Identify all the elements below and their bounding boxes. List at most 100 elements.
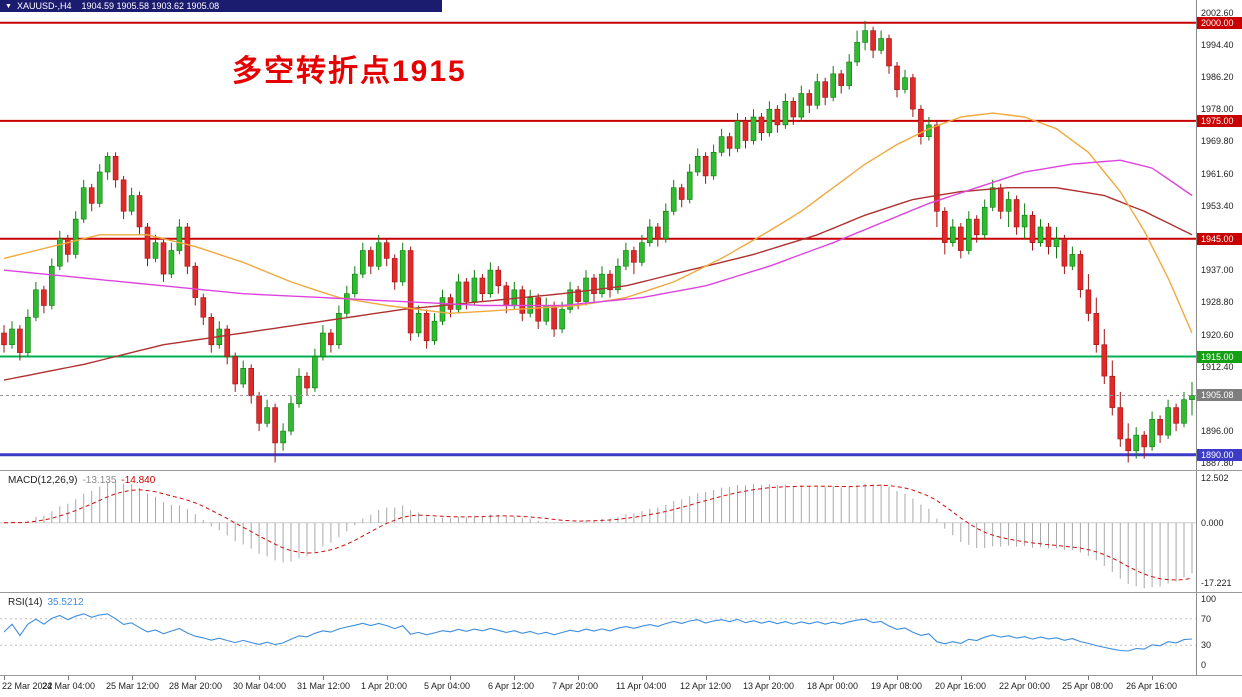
candle (519, 289, 526, 314)
chevron-down-icon[interactable]: ▼ (5, 3, 12, 10)
candle (264, 407, 270, 424)
time-axis-label: 26 Apr 16:00 (1126, 681, 1178, 691)
candle (407, 250, 414, 334)
candle (439, 297, 446, 322)
price-axis-label: 2002.60 (1201, 8, 1234, 18)
candle (798, 93, 805, 118)
candle (973, 218, 980, 236)
candle (1093, 312, 1100, 345)
candle (25, 316, 31, 353)
candlestick-chart[interactable] (0, 0, 1196, 470)
candle (192, 265, 199, 298)
price-axis[interactable]: 2002.60 1994.40 1986.20 1978.00 1969.80 1961.… (1196, 0, 1242, 470)
candle (240, 367, 246, 385)
candle (1005, 199, 1012, 212)
candle (623, 250, 629, 267)
candle (336, 312, 342, 345)
time-tick (68, 676, 69, 680)
candle (383, 242, 390, 259)
candle (989, 187, 996, 208)
rsi-indicator-chart[interactable] (0, 593, 1196, 675)
candle (479, 277, 486, 294)
time-tick (897, 676, 898, 680)
time-axis-label: 25 Apr 08:00 (1062, 681, 1114, 691)
candle (128, 195, 135, 212)
candle (41, 289, 47, 306)
time-tick (259, 676, 260, 680)
candle (423, 312, 430, 342)
candle (654, 226, 661, 240)
rsi-axis-label: 100 (1201, 594, 1217, 604)
candle (160, 242, 167, 275)
macd-axis-label: 12.502 (1201, 473, 1229, 483)
candle (280, 430, 286, 444)
candle (312, 356, 318, 389)
time-axis[interactable]: 22 Mar 2022 24 Mar 04:00 25 Mar 12:00 28 Ma… (0, 676, 1242, 697)
panel-divider[interactable] (0, 470, 1242, 471)
rsi-axis[interactable]: 100 70 30 0 (1196, 593, 1242, 675)
candle (535, 297, 542, 322)
candle (886, 38, 892, 67)
candle (750, 116, 757, 141)
candle (328, 332, 334, 346)
candle (1021, 214, 1028, 228)
candle (607, 273, 613, 291)
candle (104, 156, 111, 173)
macd-axis-label: -17.221 (1201, 578, 1232, 588)
candle (854, 42, 860, 63)
rsi-axis-label: 30 (1201, 640, 1212, 650)
candle (686, 171, 693, 200)
time-axis-label: 18 Apr 00:00 (807, 681, 859, 691)
candle (48, 265, 55, 306)
candle (639, 242, 645, 263)
candle (1053, 238, 1060, 247)
panel-divider[interactable] (0, 675, 1242, 676)
candle (487, 269, 494, 295)
candle (599, 273, 605, 295)
symbol-timeframe-label: XAUUSD-,H4 (16, 1, 72, 11)
candle (224, 328, 230, 357)
time-tick (961, 676, 962, 680)
candle (694, 156, 701, 173)
candle (1109, 375, 1116, 408)
time-tick (323, 676, 324, 680)
candle (232, 356, 238, 385)
candle (80, 187, 87, 220)
price-line-badge: 1945.00 (1197, 233, 1242, 245)
macd-name: MACD(12,26,9) (8, 475, 78, 486)
time-axis-label: 7 Apr 20:00 (552, 681, 599, 691)
macd-indicator-chart[interactable] (0, 471, 1196, 592)
candle (941, 210, 948, 243)
candle (1101, 344, 1108, 377)
candle (997, 187, 1004, 212)
candle (1157, 418, 1163, 436)
candle (926, 124, 932, 138)
candle (399, 250, 406, 283)
chart-title-bar[interactable]: ▼ XAUUSD-,H4 1904.59 1905.58 1903.62 1905.… (0, 0, 442, 12)
ohlc-values: 1904.59 1905.58 1903.62 1905.08 (81, 1, 220, 11)
panel-divider[interactable] (0, 592, 1242, 593)
price-axis-label: 1912.40 (1201, 362, 1234, 372)
macd-label: MACD(12,26,9) -13.135 -14.840 (8, 475, 155, 486)
candle (782, 101, 789, 126)
candle (806, 93, 813, 106)
candle (870, 30, 876, 51)
candles-layer[interactable] (1, 20, 1195, 463)
rsi-axis-label: 70 (1201, 614, 1212, 624)
candle (367, 250, 374, 267)
candle (56, 238, 63, 267)
time-tick (769, 676, 770, 680)
candle (471, 277, 478, 302)
candle (1165, 407, 1171, 436)
candle (176, 226, 183, 251)
candle (120, 179, 127, 212)
candle (375, 242, 382, 267)
time-tick (1025, 676, 1026, 680)
candle (184, 226, 191, 267)
horizontal-lines[interactable] (0, 21, 1196, 457)
candle (981, 207, 988, 236)
candle (1173, 407, 1179, 424)
macd-axis[interactable]: 12.502 0.000 -17.221 (1196, 471, 1242, 592)
candle (17, 328, 23, 353)
